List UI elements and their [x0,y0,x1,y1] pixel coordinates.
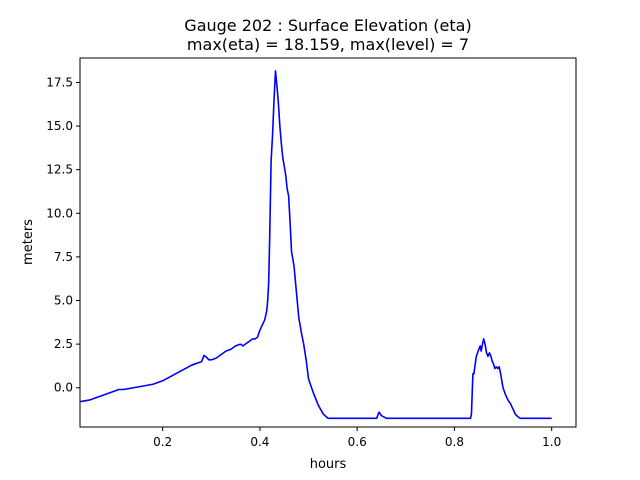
y-tick-label: 5.0 [54,294,73,308]
x-axis: 0.2 0.4 0.6 0.8 1.0 [153,427,561,449]
plot-frame [79,57,577,428]
x-tick-label: 0.8 [445,435,464,449]
y-axis: 0.0 2.5 5.0 7.5 10.0 12.5 15.0 17.5 [46,75,80,395]
plot-area [79,57,577,428]
y-axis-label: meters [21,219,36,265]
y-tick-label: 17.5 [46,75,73,89]
y-tick-label: 10.0 [46,206,73,220]
y-tick-label: 2.5 [54,337,73,351]
chart-title-line2: max(eta) = 18.159, max(level) = 7 [187,35,469,54]
x-tick-label: 1.0 [542,435,561,449]
y-tick-label: 12.5 [46,163,73,177]
x-tick-label: 0.6 [348,435,367,449]
x-axis-label: hours [310,457,347,472]
y-tick-label: 7.5 [54,250,73,264]
eta-series-line [79,70,552,420]
y-tick-label: 15.0 [46,119,73,133]
chart-title-line1: Gauge 202 : Surface Elevation (eta) [184,16,471,35]
x-tick-label: 0.2 [153,435,172,449]
y-tick-label: 0.0 [54,381,73,395]
x-tick-label: 0.4 [250,435,269,449]
